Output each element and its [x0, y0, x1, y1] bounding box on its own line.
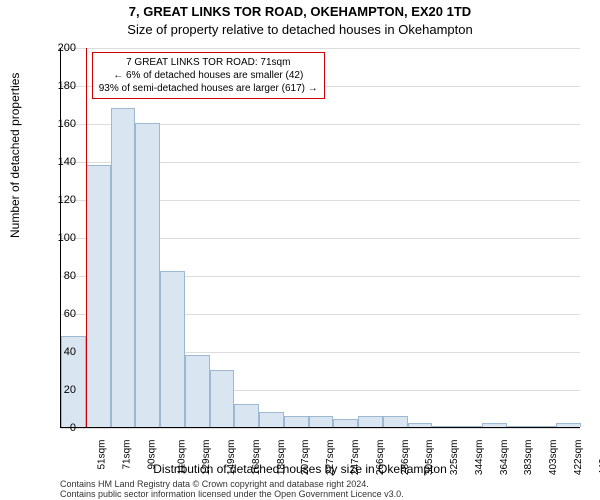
- chart-title: 7, GREAT LINKS TOR ROAD, OKEHAMPTON, EX2…: [0, 4, 600, 19]
- annotation-line: 93% of semi-detached houses are larger (…: [99, 82, 318, 95]
- ytick-label: 80: [64, 270, 76, 282]
- bar: [482, 423, 507, 427]
- gridline: [61, 428, 580, 429]
- xtick-label: 286sqm: [400, 440, 411, 476]
- plot-area: 7 GREAT LINKS TOR ROAD: 71sqm← 6% of det…: [60, 48, 580, 428]
- xtick-label: 422sqm: [573, 440, 584, 476]
- bar: [333, 419, 358, 427]
- xtick-label: 325sqm: [449, 440, 460, 476]
- bar: [432, 426, 457, 427]
- gridline: [61, 48, 580, 49]
- bar: [86, 165, 111, 427]
- annotation-line: ← 6% of detached houses are smaller (42): [99, 69, 318, 82]
- bar: [408, 423, 433, 427]
- annotation-line: 7 GREAT LINKS TOR ROAD: 71sqm: [99, 56, 318, 69]
- chart-container: 7, GREAT LINKS TOR ROAD, OKEHAMPTON, EX2…: [0, 0, 600, 500]
- chart-subtitle: Size of property relative to detached ho…: [0, 22, 600, 37]
- ytick-label: 180: [58, 80, 76, 92]
- xtick-label: 90sqm: [146, 440, 157, 470]
- bar: [185, 355, 210, 427]
- bar: [507, 426, 532, 427]
- xtick-label: 207sqm: [301, 440, 312, 476]
- ytick-label: 200: [58, 42, 76, 54]
- xtick-label: 403sqm: [548, 440, 559, 476]
- ytick-label: 0: [70, 422, 76, 434]
- bar: [309, 416, 334, 427]
- xtick-label: 51sqm: [97, 440, 108, 470]
- ytick-label: 40: [64, 346, 76, 358]
- ytick-label: 140: [58, 156, 76, 168]
- xtick-label: 188sqm: [276, 440, 287, 476]
- caption: Contains HM Land Registry data © Crown c…: [60, 480, 404, 500]
- ytick-label: 60: [64, 308, 76, 320]
- bar: [210, 370, 235, 427]
- bar: [556, 423, 581, 427]
- xtick-label: 227sqm: [325, 440, 336, 476]
- bar: [358, 416, 383, 427]
- bar: [135, 123, 160, 427]
- bar: [531, 426, 556, 427]
- annotation-box: 7 GREAT LINKS TOR ROAD: 71sqm← 6% of det…: [92, 52, 325, 99]
- bar: [160, 271, 185, 427]
- xtick-label: 129sqm: [202, 440, 213, 476]
- bar: [259, 412, 284, 427]
- xtick-label: 305sqm: [424, 440, 435, 476]
- bar: [284, 416, 309, 427]
- xtick-label: 110sqm: [176, 440, 187, 475]
- ytick-label: 20: [64, 384, 76, 396]
- xtick-label: 344sqm: [474, 440, 485, 476]
- xtick-label: 71sqm: [122, 440, 133, 470]
- bar: [457, 426, 482, 427]
- ytick-label: 100: [58, 232, 76, 244]
- xtick-label: 266sqm: [375, 440, 386, 476]
- xtick-label: 364sqm: [499, 440, 510, 476]
- xtick-label: 168sqm: [251, 440, 262, 476]
- y-axis-label: Number of detached properties: [8, 73, 22, 238]
- ytick-label: 160: [58, 118, 76, 130]
- xtick-label: 149sqm: [226, 440, 237, 476]
- xtick-label: 383sqm: [523, 440, 534, 476]
- ytick-label: 120: [58, 194, 76, 206]
- bar: [383, 416, 408, 427]
- bar: [111, 108, 136, 427]
- caption-line-2: Contains public sector information licen…: [60, 490, 404, 500]
- xtick-label: 247sqm: [350, 440, 361, 476]
- bar: [234, 404, 259, 427]
- marker-line: [86, 48, 87, 427]
